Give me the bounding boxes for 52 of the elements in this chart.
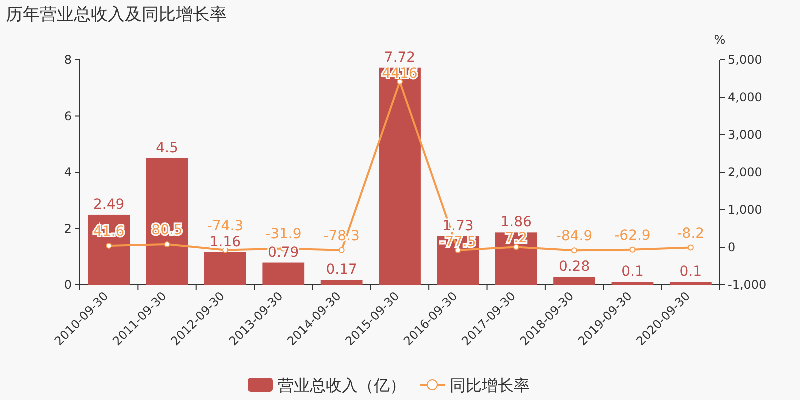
- data-label: 1.86: [500, 214, 532, 231]
- bar: [146, 158, 188, 285]
- data-label: 0.1: [622, 264, 644, 280]
- legend-label: 营业总收入（亿）: [278, 376, 406, 395]
- bar: [495, 232, 538, 285]
- data-label: -62.9: [614, 228, 651, 244]
- y2-tick-label: 3,000: [728, 128, 762, 142]
- y-tick-label: 4: [64, 166, 72, 180]
- data-label: 41.6: [94, 224, 125, 240]
- data-label: 0.17: [326, 262, 358, 278]
- data-label: 4.5: [156, 140, 178, 156]
- data-label: 7.72: [384, 50, 416, 66]
- chart-title: 历年营业总收入及同比增长率: [6, 5, 227, 25]
- bar: [320, 280, 363, 285]
- bar: [612, 282, 654, 285]
- data-label: -8.2: [677, 226, 705, 242]
- point: [164, 241, 170, 248]
- y-tick-label: 6: [64, 109, 72, 124]
- data-label: -84.9: [556, 228, 593, 245]
- bar: [670, 282, 712, 285]
- y-tick-label: 0: [64, 278, 72, 292]
- y2-tick-label: 4,000: [728, 90, 762, 104]
- y2-tick-label: 1,000: [728, 203, 762, 217]
- point: [338, 247, 345, 254]
- bar: [554, 277, 596, 285]
- point: [572, 248, 578, 254]
- legend-label: 同比增长率: [450, 376, 530, 395]
- bar: [262, 262, 305, 285]
- point: [630, 246, 636, 253]
- y2-axis-title: %: [714, 33, 726, 47]
- y2-tick-label: 0: [728, 240, 736, 254]
- data-label: -31.9: [266, 226, 302, 243]
- data-label: -74.3: [207, 218, 244, 234]
- point: [397, 78, 403, 85]
- data-label: 4416: [382, 66, 418, 82]
- y2-tick-label: 5,000: [728, 53, 762, 67]
- point: [513, 244, 520, 250]
- y-tick-label: 2: [64, 222, 72, 236]
- bar: [204, 252, 246, 285]
- data-label: 0.28: [558, 259, 590, 276]
- data-label: 1.16: [210, 234, 242, 250]
- bar: [88, 214, 130, 285]
- data-label: 0.1: [680, 264, 702, 280]
- y2-tick-label: -1,000: [728, 278, 767, 292]
- y-tick-label: 8: [64, 53, 72, 67]
- bar: [379, 68, 421, 285]
- point: [106, 242, 112, 249]
- point: [688, 244, 694, 251]
- data-label: 7.2: [505, 230, 528, 247]
- data-label: 2.49: [94, 196, 125, 213]
- data-label: 80.5: [152, 222, 183, 238]
- y2-tick-label: 2,000: [728, 166, 762, 180]
